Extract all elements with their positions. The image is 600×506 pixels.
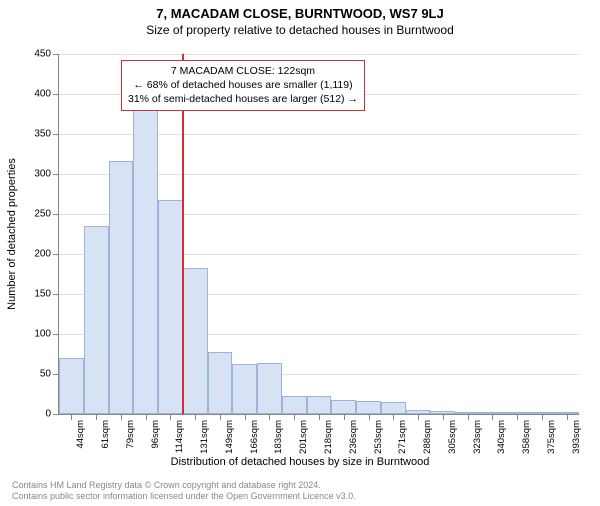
x-tick — [517, 414, 518, 420]
x-tick — [294, 414, 295, 420]
y-axis-title: Number of detached properties — [6, 158, 18, 310]
x-tick-label: 271sqm — [397, 420, 408, 454]
x-tick — [393, 414, 394, 420]
x-tick-label: 393sqm — [571, 420, 582, 454]
x-tick-label: 358sqm — [521, 420, 532, 454]
x-tick-label: 149sqm — [224, 420, 235, 454]
histogram-plot: 05010015020025030035040045044sqm61sqm79s… — [58, 54, 579, 415]
x-tick — [220, 414, 221, 420]
x-tick — [269, 414, 270, 420]
y-tick — [53, 174, 59, 175]
x-tick — [542, 414, 543, 420]
histogram-bar — [257, 363, 282, 414]
histogram-bar — [208, 352, 233, 414]
y-tick-label: 0 — [45, 409, 51, 420]
histogram-bar — [381, 402, 406, 414]
y-tick-label: 400 — [34, 89, 51, 100]
histogram-bar — [307, 396, 332, 414]
x-tick-label: 44sqm — [75, 420, 86, 449]
x-tick — [121, 414, 122, 420]
footer-line-2: Contains public sector information licen… — [12, 491, 356, 502]
x-tick-label: 96sqm — [150, 420, 161, 449]
annotation-line: 7 MACADAM CLOSE: 122sqm — [128, 64, 358, 78]
x-tick — [369, 414, 370, 420]
histogram-bar — [59, 358, 84, 414]
x-tick — [71, 414, 72, 420]
x-tick — [170, 414, 171, 420]
histogram-bar — [183, 268, 208, 414]
x-tick — [567, 414, 568, 420]
chart-title-sub: Size of property relative to detached ho… — [0, 23, 600, 37]
x-tick-label: 323sqm — [472, 420, 483, 454]
y-tick-label: 100 — [34, 329, 51, 340]
y-tick-label: 250 — [34, 209, 51, 220]
x-tick-label: 236sqm — [348, 420, 359, 454]
x-tick-label: 340sqm — [496, 420, 507, 454]
annotation-line: 31% of semi-detached houses are larger (… — [128, 92, 358, 106]
x-tick-label: 201sqm — [298, 420, 309, 454]
y-tick-label: 450 — [34, 49, 51, 60]
y-tick — [53, 294, 59, 295]
chart-title-main: 7, MACADAM CLOSE, BURNTWOOD, WS7 9LJ — [0, 6, 600, 21]
histogram-bar — [331, 400, 356, 414]
x-tick — [195, 414, 196, 420]
histogram-bar — [232, 364, 257, 414]
x-tick-label: 305sqm — [447, 420, 458, 454]
x-tick — [492, 414, 493, 420]
x-tick-label: 114sqm — [174, 420, 185, 453]
footer-attribution: Contains HM Land Registry data © Crown c… — [12, 480, 356, 503]
x-tick — [146, 414, 147, 420]
x-tick-label: 375sqm — [546, 420, 557, 454]
x-tick — [319, 414, 320, 420]
y-tick — [53, 414, 59, 415]
histogram-bar — [158, 200, 183, 414]
x-tick-label: 166sqm — [249, 420, 260, 454]
y-tick — [53, 334, 59, 335]
x-tick-label: 288sqm — [422, 420, 433, 454]
footer-line-1: Contains HM Land Registry data © Crown c… — [12, 480, 356, 491]
y-tick-label: 150 — [34, 289, 51, 300]
y-tick-label: 300 — [34, 169, 51, 180]
y-tick — [53, 254, 59, 255]
annotation-box: 7 MACADAM CLOSE: 122sqm← 68% of detached… — [121, 60, 365, 111]
x-tick — [418, 414, 419, 420]
y-tick — [53, 214, 59, 215]
x-tick — [96, 414, 97, 420]
x-tick-label: 131sqm — [199, 420, 210, 454]
y-tick — [53, 134, 59, 135]
x-axis-title: Distribution of detached houses by size … — [0, 456, 600, 468]
x-tick — [344, 414, 345, 420]
y-tick — [53, 54, 59, 55]
x-tick-label: 183sqm — [273, 420, 284, 454]
y-tick-label: 50 — [40, 369, 51, 380]
x-tick-label: 61sqm — [100, 420, 111, 449]
histogram-bar — [84, 226, 109, 414]
x-tick-label: 253sqm — [373, 420, 384, 454]
x-tick — [468, 414, 469, 420]
x-tick — [245, 414, 246, 420]
histogram-bar — [356, 401, 381, 414]
y-tick — [53, 94, 59, 95]
y-tick-label: 200 — [34, 249, 51, 260]
annotation-line: ← 68% of detached houses are smaller (1,… — [128, 78, 358, 92]
histogram-bar — [109, 161, 134, 414]
y-tick-label: 350 — [34, 129, 51, 140]
x-tick-label: 79sqm — [125, 420, 136, 449]
x-tick-label: 218sqm — [323, 420, 334, 454]
gridline — [59, 54, 579, 55]
histogram-bar — [282, 396, 307, 414]
x-tick — [443, 414, 444, 420]
histogram-bar — [133, 107, 158, 414]
